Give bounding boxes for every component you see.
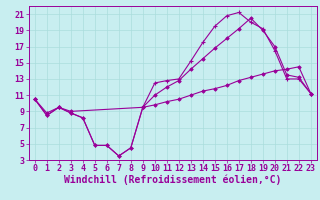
X-axis label: Windchill (Refroidissement éolien,°C): Windchill (Refroidissement éolien,°C) (64, 175, 282, 185)
